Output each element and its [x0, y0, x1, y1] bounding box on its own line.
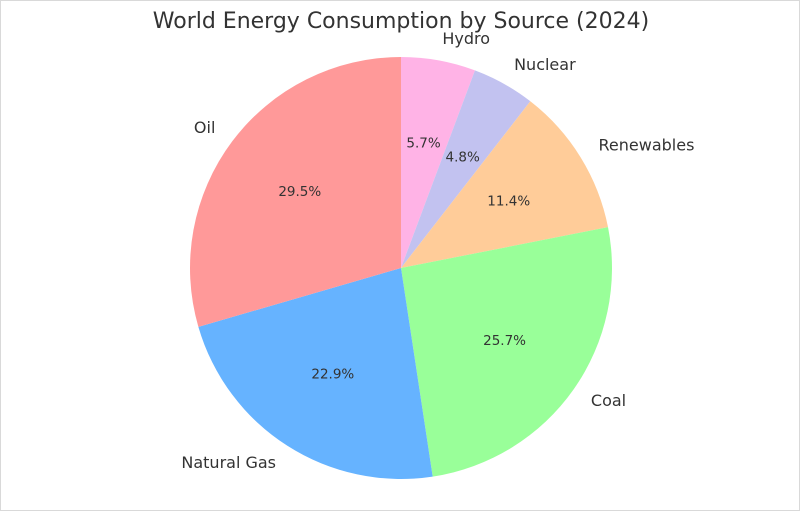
slice-percent-natural-gas: 22.9%: [311, 367, 354, 383]
pie-labels: Hydro 5.7% Nuclear 4.8% Renewables 11.4% Coal 2…: [181, 29, 694, 472]
slice-label-renewables: Renewables: [599, 136, 695, 155]
slice-percent-hydro: 5.7%: [406, 135, 440, 151]
pie-slice-renewables: [401, 101, 609, 269]
pie-slice-hydro: [401, 57, 475, 268]
slice-label-oil: Oil: [194, 118, 215, 137]
slice-percent-oil: 29.5%: [278, 184, 321, 200]
slice-label-coal: Coal: [591, 391, 626, 410]
pie-slice-natural-gas: [198, 268, 433, 480]
slice-label-hydro: Hydro: [442, 29, 490, 48]
pie-slice-oil: [190, 57, 401, 327]
slice-label-nuclear: Nuclear: [514, 55, 576, 74]
slice-percent-coal: 25.7%: [483, 333, 526, 349]
slice-label-natural-gas: Natural Gas: [181, 453, 276, 472]
chart-title: World Energy Consumption by Source (2024…: [153, 9, 649, 34]
slice-percent-nuclear: 4.8%: [446, 149, 480, 165]
pie-slice-nuclear: [401, 70, 531, 269]
slice-percent-renewables: 11.4%: [487, 194, 530, 210]
pie-slice-coal: [401, 227, 612, 477]
pie-slices: [190, 57, 612, 480]
